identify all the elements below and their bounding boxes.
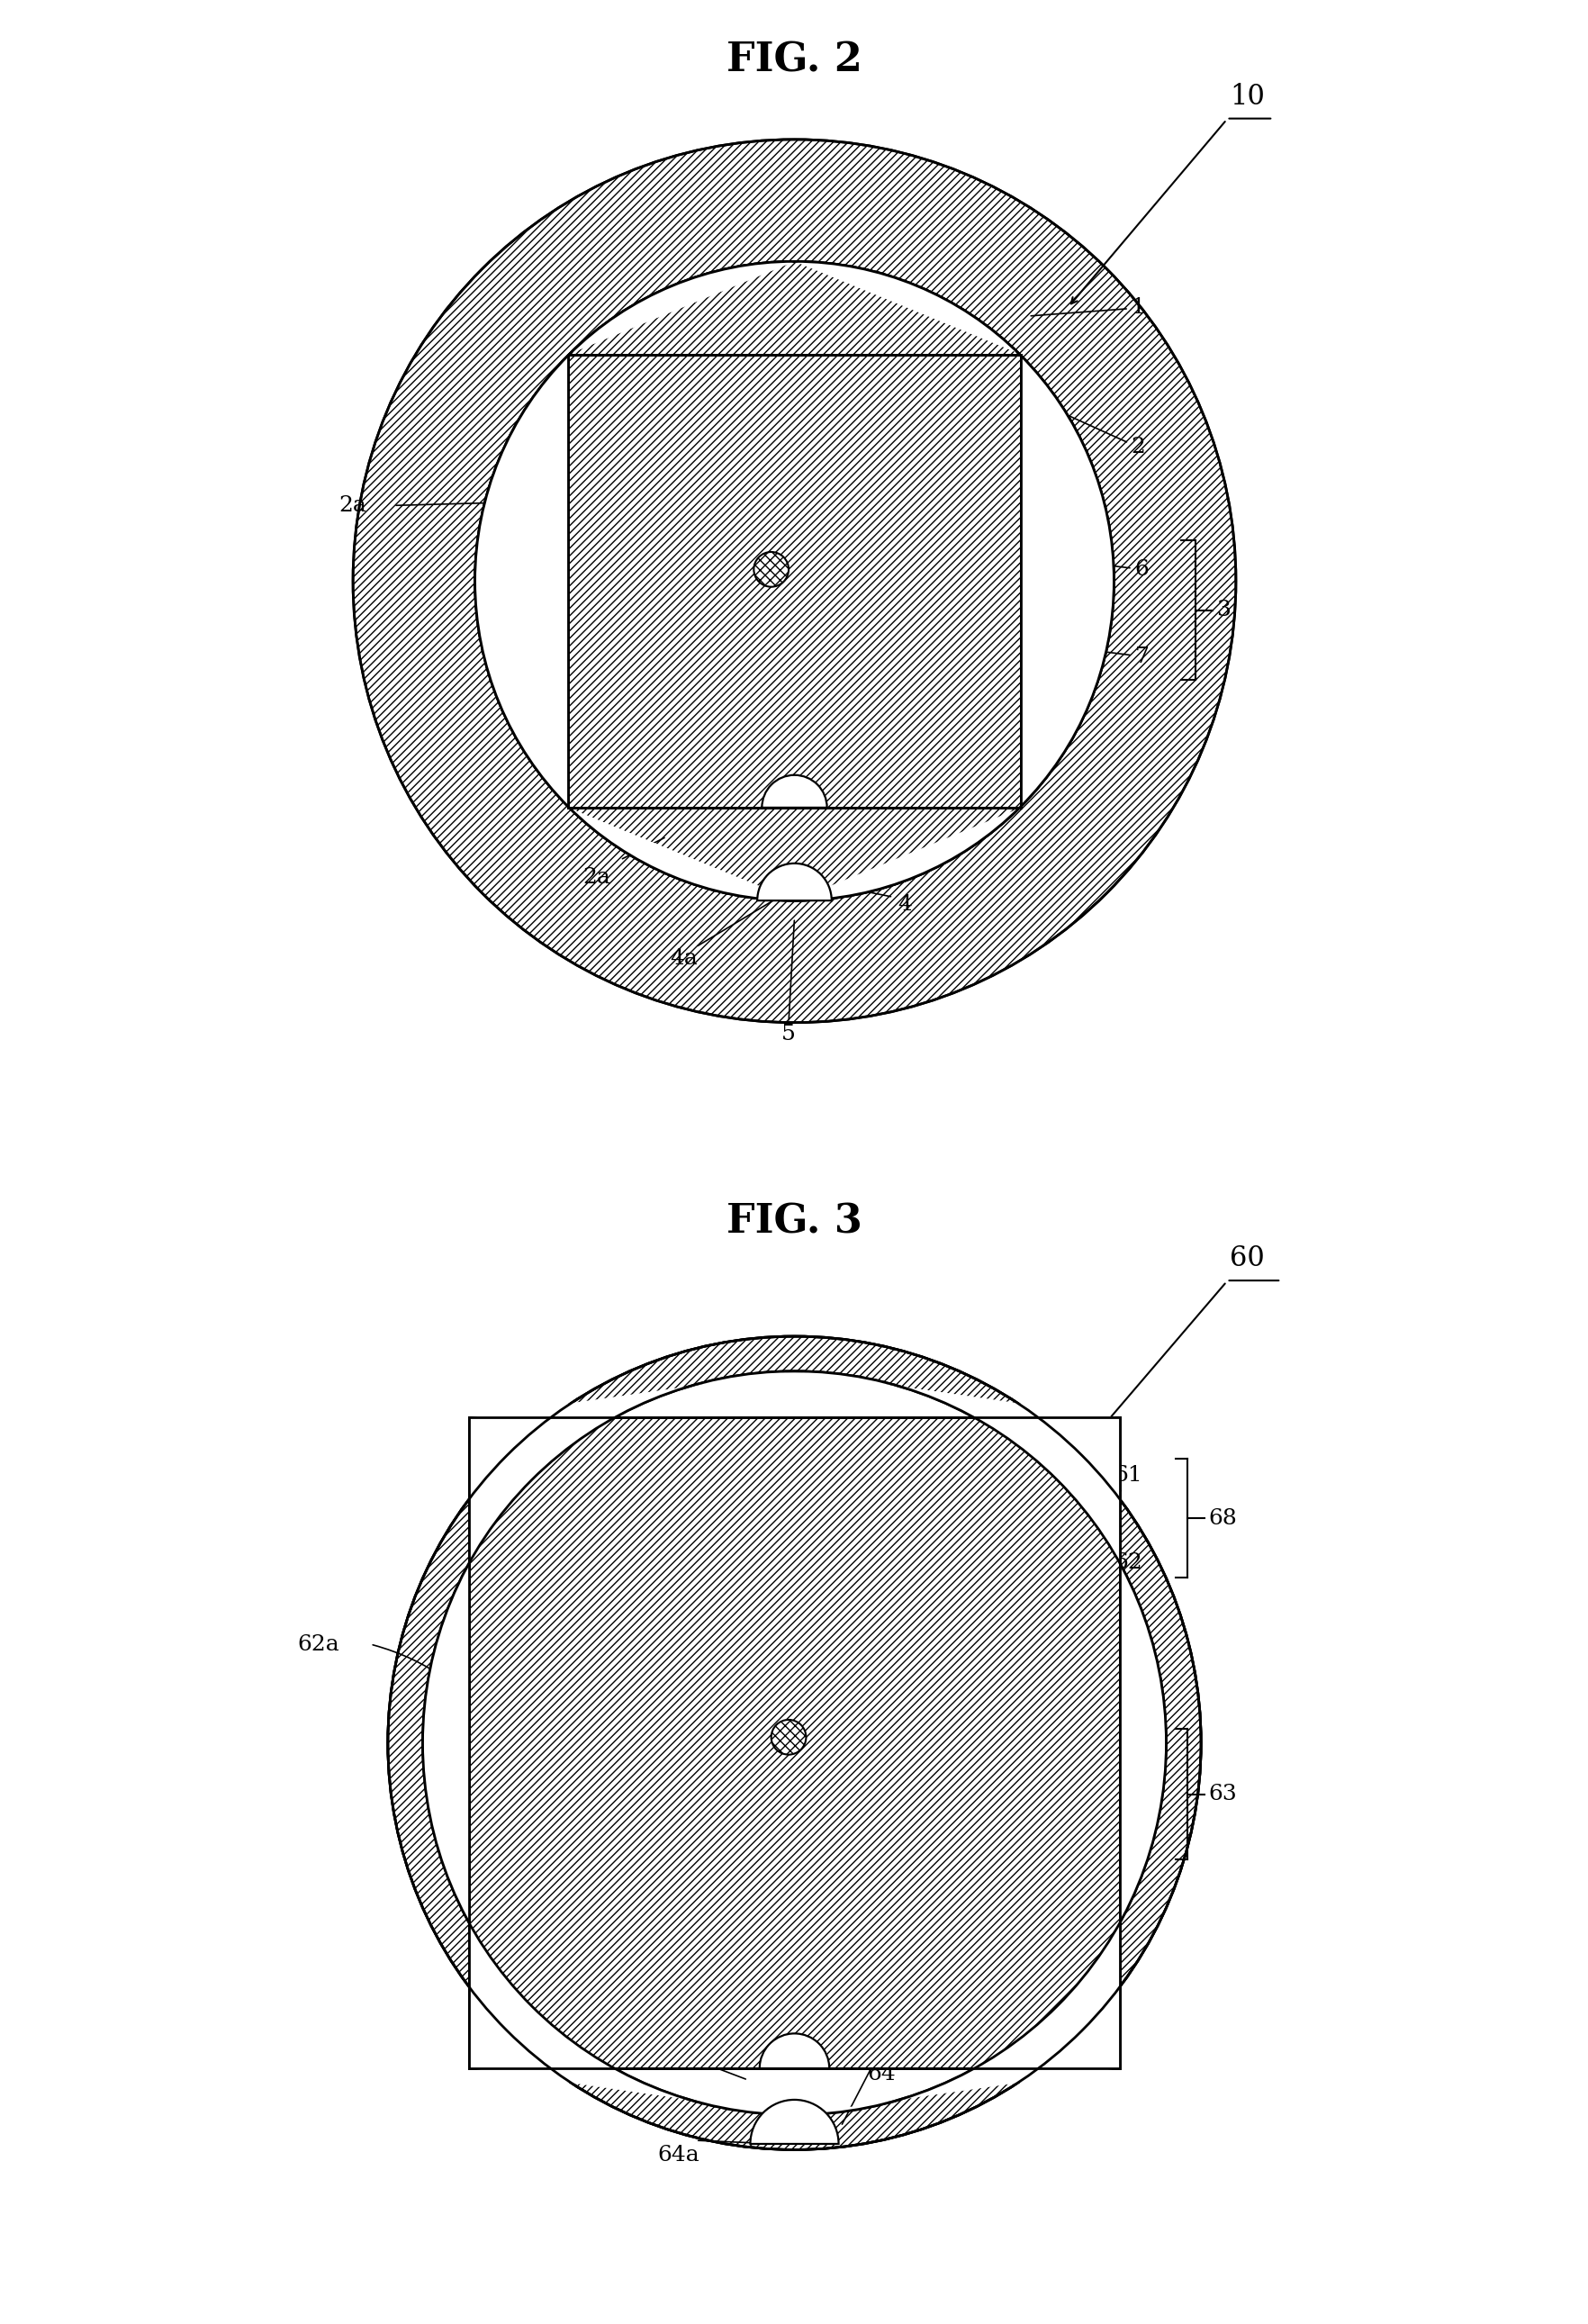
Polygon shape [475,263,794,899]
Text: 67: 67 [1113,1831,1142,1857]
Circle shape [475,263,1113,899]
Bar [468,1418,1120,2068]
Text: 61: 61 [1088,1466,1142,1562]
Text: 64: 64 [867,2064,896,2085]
Polygon shape [794,263,1113,899]
Text: 62a: 62a [581,2040,624,2061]
Text: 62a: 62a [297,1634,338,1655]
Text: 68: 68 [1207,1508,1235,1529]
Text: FIG. 2: FIG. 2 [726,40,862,79]
Text: 6: 6 [1012,553,1148,579]
Text: 60: 60 [1229,1243,1264,1271]
Text: 1: 1 [1031,297,1145,318]
Bar [468,1418,1120,2068]
Circle shape [753,551,788,588]
Bar [567,353,1021,809]
Text: 2a: 2a [338,495,367,516]
Text: 62: 62 [1113,1552,1142,1611]
Bar [567,353,1021,809]
Text: 64a: 64a [657,2145,699,2166]
Bar [567,353,1021,809]
Wedge shape [759,2033,829,2068]
Text: 66: 66 [1104,1713,1142,1759]
Wedge shape [757,862,831,899]
Wedge shape [762,776,826,809]
Circle shape [770,1720,805,1755]
Circle shape [387,1336,1201,2150]
Circle shape [353,139,1235,1023]
Bar [468,1418,1120,2068]
Polygon shape [475,263,794,899]
Circle shape [422,1371,1166,2115]
Text: 2a: 2a [583,867,610,888]
Text: 4a: 4a [670,948,697,969]
Text: 5: 5 [781,1025,796,1043]
Wedge shape [750,2101,838,2143]
Text: 3: 3 [1215,600,1229,621]
Text: FIG. 3: FIG. 3 [726,1204,862,1241]
Text: 4: 4 [897,895,912,913]
Polygon shape [422,1371,794,2115]
Text: 7: 7 [1085,646,1148,667]
Text: 63: 63 [1207,1785,1235,1803]
Text: 2: 2 [1026,397,1145,458]
Text: 10: 10 [1229,81,1264,109]
Polygon shape [794,1371,1166,2115]
